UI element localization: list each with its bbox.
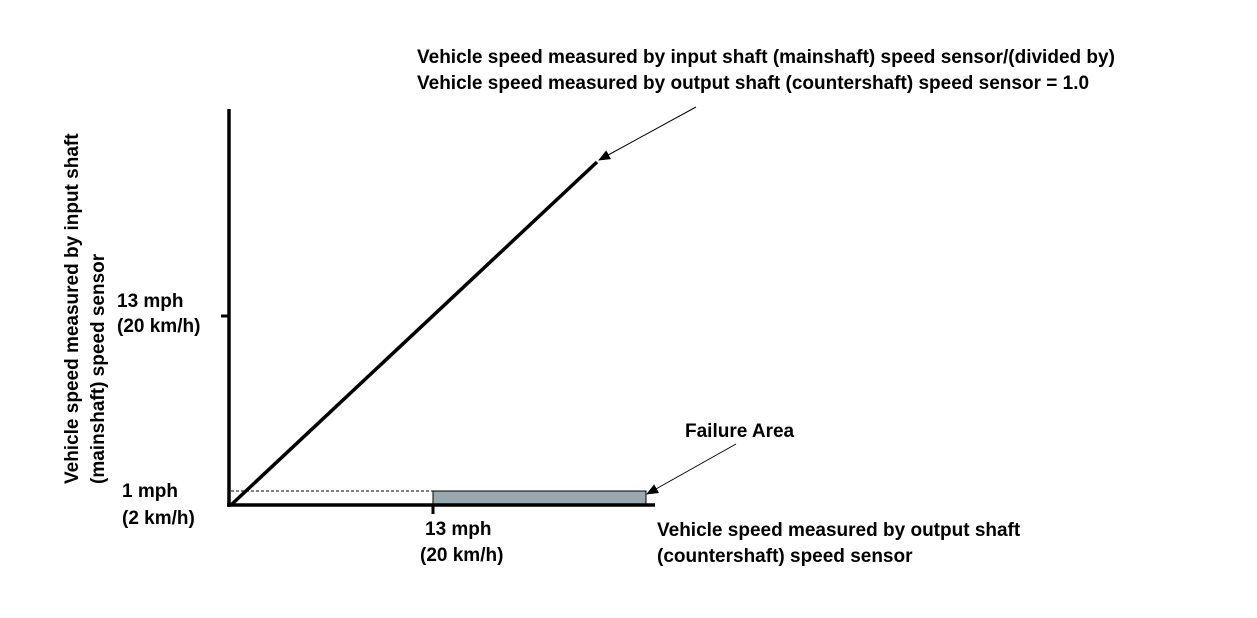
y-tick-1mph-label: 1 mph	[122, 481, 178, 502]
ratio-callout-line1: Vehicle speed measured by input shaft (m…	[417, 47, 1115, 68]
ratio-callout-arrow	[598, 106, 697, 161]
ratio-one-line	[229, 160, 599, 507]
failure-area-rect	[432, 490, 647, 506]
x-axis-title-line2: (countershaft) speed sensor	[657, 546, 913, 567]
x-axis-title-line1: Vehicle speed measured by output shaft	[657, 520, 1021, 541]
y-tick-13mph-label: 13 mph	[117, 291, 184, 312]
y-tick-13mph-kmh-label: (20 km/h)	[117, 316, 201, 337]
failure-area-arrow	[646, 443, 737, 495]
x-tick-13mph-kmh-label: (20 km/h)	[420, 545, 504, 566]
y-axis-title-line2: (mainshaft) speed sensor	[88, 253, 109, 484]
failure-area-label: Failure Area	[685, 421, 795, 442]
y-tick-1mph-kmh-label: (2 km/h)	[122, 508, 195, 529]
ratio-callout-line2: Vehicle speed measured by output shaft (…	[417, 73, 1090, 94]
x-tick-13mph-label: 13 mph	[425, 519, 492, 540]
y-axis-title: Vehicle speed measured by input shaft (m…	[60, 64, 112, 484]
y-axis-title-line1: Vehicle speed measured by input shaft	[62, 133, 83, 484]
